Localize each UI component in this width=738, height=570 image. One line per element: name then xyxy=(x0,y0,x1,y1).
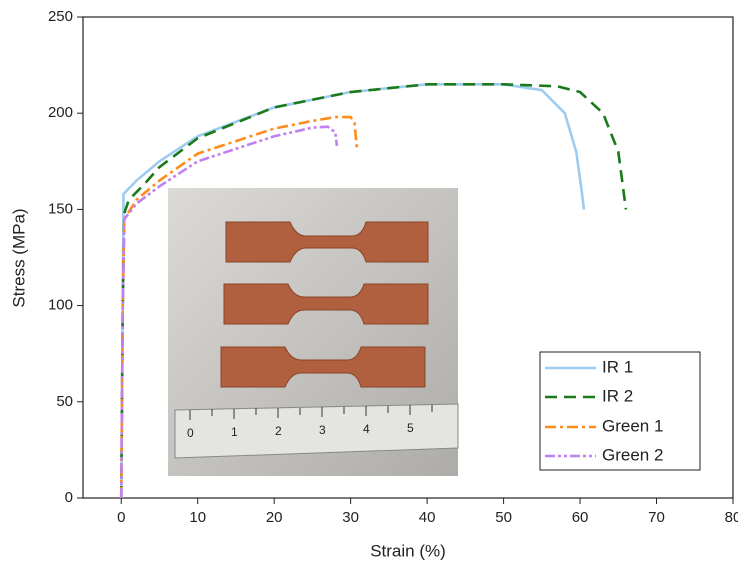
svg-text:0: 0 xyxy=(187,426,194,440)
y-tick-label: 200 xyxy=(48,104,73,121)
x-tick-label: 80 xyxy=(725,509,738,526)
y-tick-label: 100 xyxy=(48,297,73,314)
x-tick-label: 10 xyxy=(189,509,206,526)
y-axis-label: Stress (MPa) xyxy=(9,208,28,307)
x-tick-label: 50 xyxy=(495,509,512,526)
y-tick-label: 250 xyxy=(48,8,73,25)
svg-text:5: 5 xyxy=(407,421,414,435)
legend-label: Green 2 xyxy=(602,445,663,464)
x-axis-label: Strain (%) xyxy=(370,541,446,560)
x-tick-label: 0 xyxy=(117,509,125,526)
y-tick-label: 150 xyxy=(48,200,73,217)
x-tick-label: 20 xyxy=(266,509,283,526)
y-tick-label: 50 xyxy=(56,393,73,410)
x-tick-label: 60 xyxy=(572,509,589,526)
svg-text:1: 1 xyxy=(231,425,238,439)
x-tick-label: 30 xyxy=(342,509,359,526)
series-line xyxy=(119,83,628,499)
x-tick-label: 40 xyxy=(419,509,436,526)
legend-label: Green 1 xyxy=(602,416,663,435)
inset-photo: 0 1 2 3 4 5 xyxy=(168,188,459,476)
legend-label: IR 2 xyxy=(602,386,633,405)
legend-label: IR 1 xyxy=(602,357,633,376)
y-tick-label: 0 xyxy=(65,489,73,506)
plot-frame xyxy=(82,16,734,499)
svg-text:3: 3 xyxy=(319,423,326,437)
svg-text:2: 2 xyxy=(275,424,282,438)
svg-text:4: 4 xyxy=(363,422,370,436)
legend-box xyxy=(539,351,701,471)
x-tick-label: 70 xyxy=(648,509,665,526)
series-line xyxy=(119,125,339,499)
